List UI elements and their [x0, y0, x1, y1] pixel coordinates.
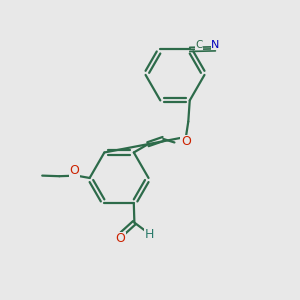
Text: O: O: [69, 164, 79, 177]
Text: N: N: [211, 40, 220, 50]
Text: C: C: [196, 40, 203, 50]
Text: H: H: [145, 228, 154, 241]
Text: O: O: [116, 232, 125, 245]
Text: O: O: [181, 135, 191, 148]
